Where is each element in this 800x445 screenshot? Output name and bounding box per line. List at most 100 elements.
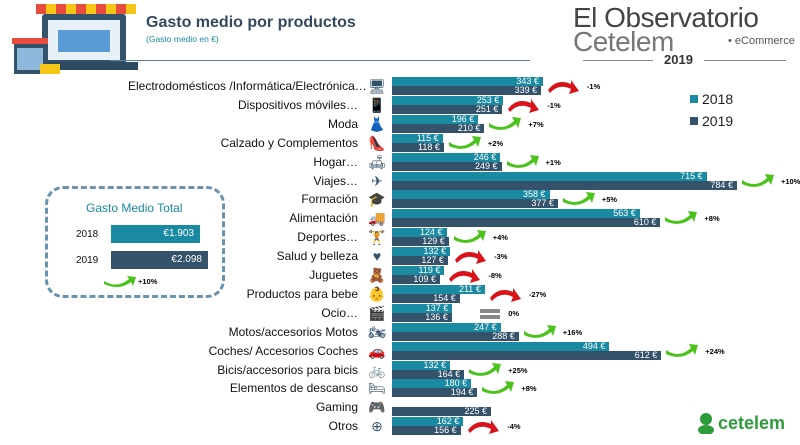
change-percent: -1% (547, 100, 561, 110)
athlete-icon: 🏋 (368, 229, 386, 246)
chart-row: Otros ⊕ 162 €156 € -4% (0, 417, 800, 436)
chart-row: Salud y belleza ♥ 132 €127 € -3% (0, 247, 800, 266)
computer-icon: 🖥 (368, 78, 386, 94)
trend-down-arrow-icon (448, 267, 482, 285)
category-label: Formación (301, 192, 358, 207)
trend-down-arrow-icon (507, 97, 541, 115)
graduation-cap-icon: 🎓 (368, 191, 386, 208)
bar-2018: 563 € (392, 209, 640, 219)
bar-2019: 610 € (392, 218, 661, 228)
category-label: Salud y belleza (276, 249, 358, 264)
total-year-2018: 2018 (76, 229, 99, 240)
bar-2018: 211 € (392, 284, 485, 294)
online-shop-icon (12, 4, 142, 74)
bar-2018: 132 € (392, 247, 451, 257)
high-heel-icon: 👠 (368, 134, 386, 151)
change-percent: -1% (586, 82, 601, 91)
baby-icon: 👶 (368, 285, 386, 302)
category-label: Deportes… (297, 230, 358, 245)
header-divider (110, 60, 530, 61)
brand-line1: El Observatorio (573, 2, 759, 33)
trend-up-arrow-icon (523, 324, 557, 340)
total-title: Gasto Medio Total (86, 201, 183, 215)
bar-2018: 137 € (392, 303, 453, 313)
legend-swatch-2018 (690, 95, 698, 103)
category-label: Alimentación (289, 211, 358, 226)
bar-2018: 124 € (392, 228, 447, 238)
trend-up-arrow-icon (562, 191, 596, 207)
page-title: Gasto medio por productos (146, 14, 356, 31)
category-label: Calzado y Complementos (220, 135, 358, 150)
legend-item-2018: 2018 (690, 88, 733, 110)
category-label: Viajes… (313, 173, 358, 188)
gamepad-icon: 🎮 (368, 399, 386, 416)
change-percent: -4% (507, 422, 521, 432)
bar-2019: 118 € (392, 142, 444, 152)
brand-tag: • eCommerce (728, 35, 795, 47)
brand-year: 2019 (664, 52, 693, 67)
trend-up-arrow-icon (103, 275, 137, 289)
trend-up-arrow-icon (664, 210, 698, 226)
chart-row: Hogar… 🛋 246 €249 € +1% (0, 152, 800, 172)
car-icon: 🚗 (368, 342, 386, 359)
change-percent: +16% (562, 327, 583, 337)
trend-down-arrow-icon (454, 248, 488, 266)
chart-row: Deportes… 🏋 124 €129 € +4% (0, 228, 800, 247)
change-percent: -8% (488, 271, 502, 280)
brand-line2: Cetelem (573, 26, 674, 57)
change-percent: +8% (704, 214, 720, 224)
trend-up-arrow-icon (665, 343, 699, 359)
bar-2019: 249 € (392, 161, 502, 171)
bar-2019: 225 € (392, 407, 491, 417)
sofa-icon: 🛋 (368, 153, 386, 170)
category-label: Dispositivos móviles… (237, 97, 358, 112)
bar-2019: 339 € (392, 86, 542, 95)
legend-swatch-2019 (690, 117, 698, 125)
bar-2019: 156 € (392, 426, 461, 436)
bicycle-icon: 🚲 (368, 361, 386, 378)
chart-row: Formación 🎓 358 €377 € +5% (0, 190, 800, 209)
bar-2018: 115 € (392, 133, 443, 143)
change-percent: 0% (508, 308, 520, 318)
trend-up-arrow-icon (741, 173, 775, 189)
food-truck-icon: 🚚 (368, 210, 386, 227)
bar-2018: 196 € (392, 114, 479, 124)
total-change: +10% (138, 277, 158, 286)
chart-row: Elementos de descanso 🛏 180 €194 € +8% (0, 379, 800, 398)
chart-row: Juguetes 🧸 119 €109 € -8% (0, 266, 800, 285)
bar-2019: 784 € (392, 180, 737, 190)
trend-up-arrow-icon (488, 116, 522, 132)
category-label: Otros (328, 419, 358, 434)
bar-2019: 136 € (392, 312, 452, 322)
bar-2019: 194 € (392, 388, 478, 398)
category-label: Hogar… (313, 154, 358, 169)
bar-2018: 715 € (392, 171, 707, 181)
chart-row: Calzado y Complementos 👠 115 €118 € +2% (0, 133, 800, 153)
bar-2019: 129 € (392, 237, 449, 247)
bar-2018: 343 € (392, 77, 543, 86)
category-label: Juguetes (309, 268, 358, 282)
chart-legend: 2018 2019 (690, 88, 733, 132)
bar-2019: 154 € (392, 293, 460, 303)
bar-2018: 253 € (392, 95, 504, 105)
category-label: Elementos de descanso (229, 381, 358, 396)
category-label: Electrodomésticos /Informática/Electróni… (128, 79, 367, 93)
cetelem-mascot-icon (698, 413, 714, 434)
bar-2019: 288 € (392, 331, 519, 341)
change-percent: +24% (705, 346, 725, 356)
page-subtitle: (Gasto medio en €) (146, 34, 219, 44)
chart-row: Viajes… ✈ 715 €784 € +10% (0, 171, 800, 191)
trend-down-arrow-icon (489, 286, 523, 304)
cetelem-wordmark: cetelem (718, 412, 786, 433)
change-percent: +10% (780, 176, 800, 186)
shop-illustration (8, 0, 142, 75)
category-label: Moda (327, 116, 358, 131)
airplane-icon: ✈ (371, 172, 383, 189)
bar-2019: 612 € (392, 350, 662, 360)
bar-2019: 164 € (392, 369, 465, 379)
trend-up-arrow-icon (481, 380, 515, 396)
legend-item-2019: 2019 (690, 110, 733, 132)
bar-2018: 119 € (392, 266, 445, 275)
trend-up-arrow-icon (506, 154, 540, 170)
brand-divider-left (583, 60, 653, 61)
